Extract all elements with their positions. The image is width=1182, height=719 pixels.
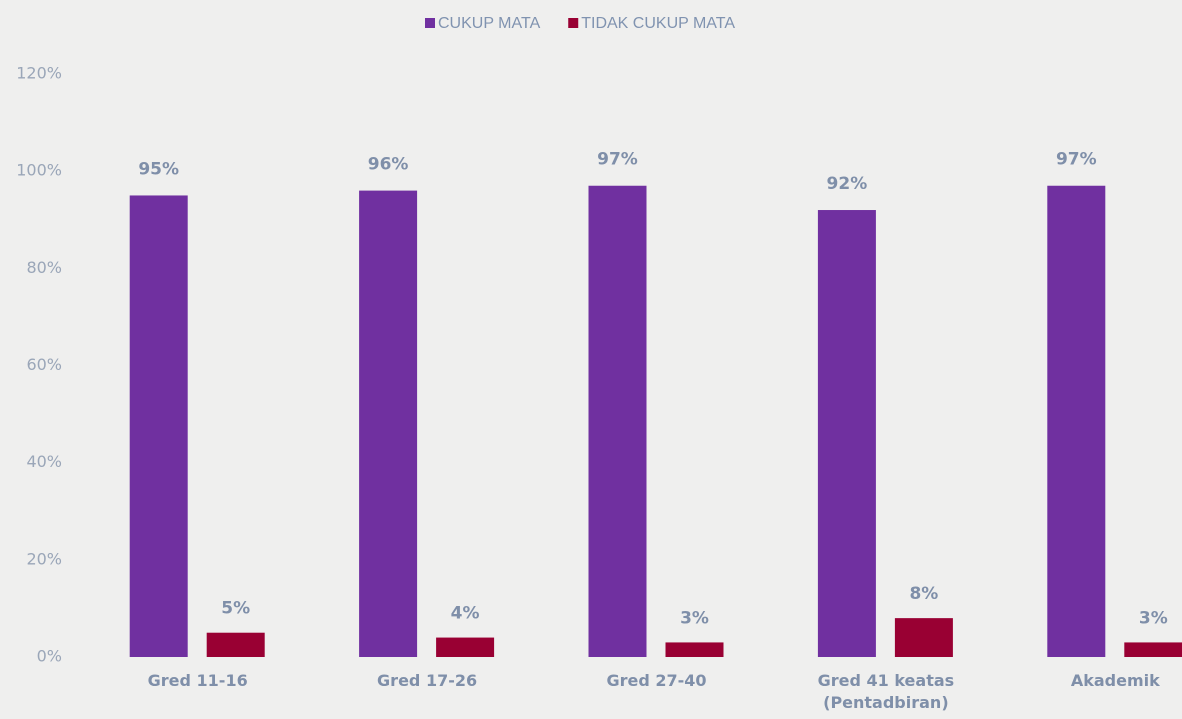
bar xyxy=(665,642,724,657)
legend-swatch xyxy=(425,18,435,28)
y-tick-label: 20% xyxy=(26,549,62,568)
bar xyxy=(894,618,953,657)
x-tick-label: Gred 41 keatas (Pentadbiran) xyxy=(817,671,955,712)
legend-label: CUKUP MATA xyxy=(438,15,541,32)
data-label: 96% xyxy=(368,155,409,175)
bar xyxy=(129,195,188,658)
data-label: 3% xyxy=(1139,608,1168,628)
y-tick-label: 100% xyxy=(16,161,62,180)
y-tick-label: 40% xyxy=(26,452,62,471)
legend-label: TIDAK CUKUP MATA xyxy=(581,15,735,32)
y-tick-label: 120% xyxy=(16,64,62,83)
bar xyxy=(1124,642,1182,657)
y-tick-label: 0% xyxy=(37,647,62,666)
x-tick-label: Gred 11-16 xyxy=(147,671,248,690)
data-label: 3% xyxy=(680,608,709,628)
data-label: 92% xyxy=(827,174,868,194)
data-label: 4% xyxy=(451,604,480,624)
bar xyxy=(588,185,647,657)
y-tick-label: 80% xyxy=(26,258,62,277)
data-label: 8% xyxy=(909,584,938,604)
bar xyxy=(436,637,495,657)
data-label: 97% xyxy=(1056,150,1097,170)
legend-swatch xyxy=(568,18,579,28)
x-tick-label: Gred 17-26 xyxy=(377,671,478,690)
x-tick-label: Akademik xyxy=(1070,671,1160,690)
x-tick-label: Gred 27-40 xyxy=(606,671,707,690)
bar xyxy=(359,190,418,657)
data-label: 97% xyxy=(597,150,638,170)
y-tick-label: 60% xyxy=(26,355,62,374)
bar xyxy=(206,632,265,657)
data-label: 5% xyxy=(221,599,250,619)
data-label: 95% xyxy=(138,159,179,179)
bar xyxy=(1047,185,1106,657)
bar xyxy=(817,210,876,658)
